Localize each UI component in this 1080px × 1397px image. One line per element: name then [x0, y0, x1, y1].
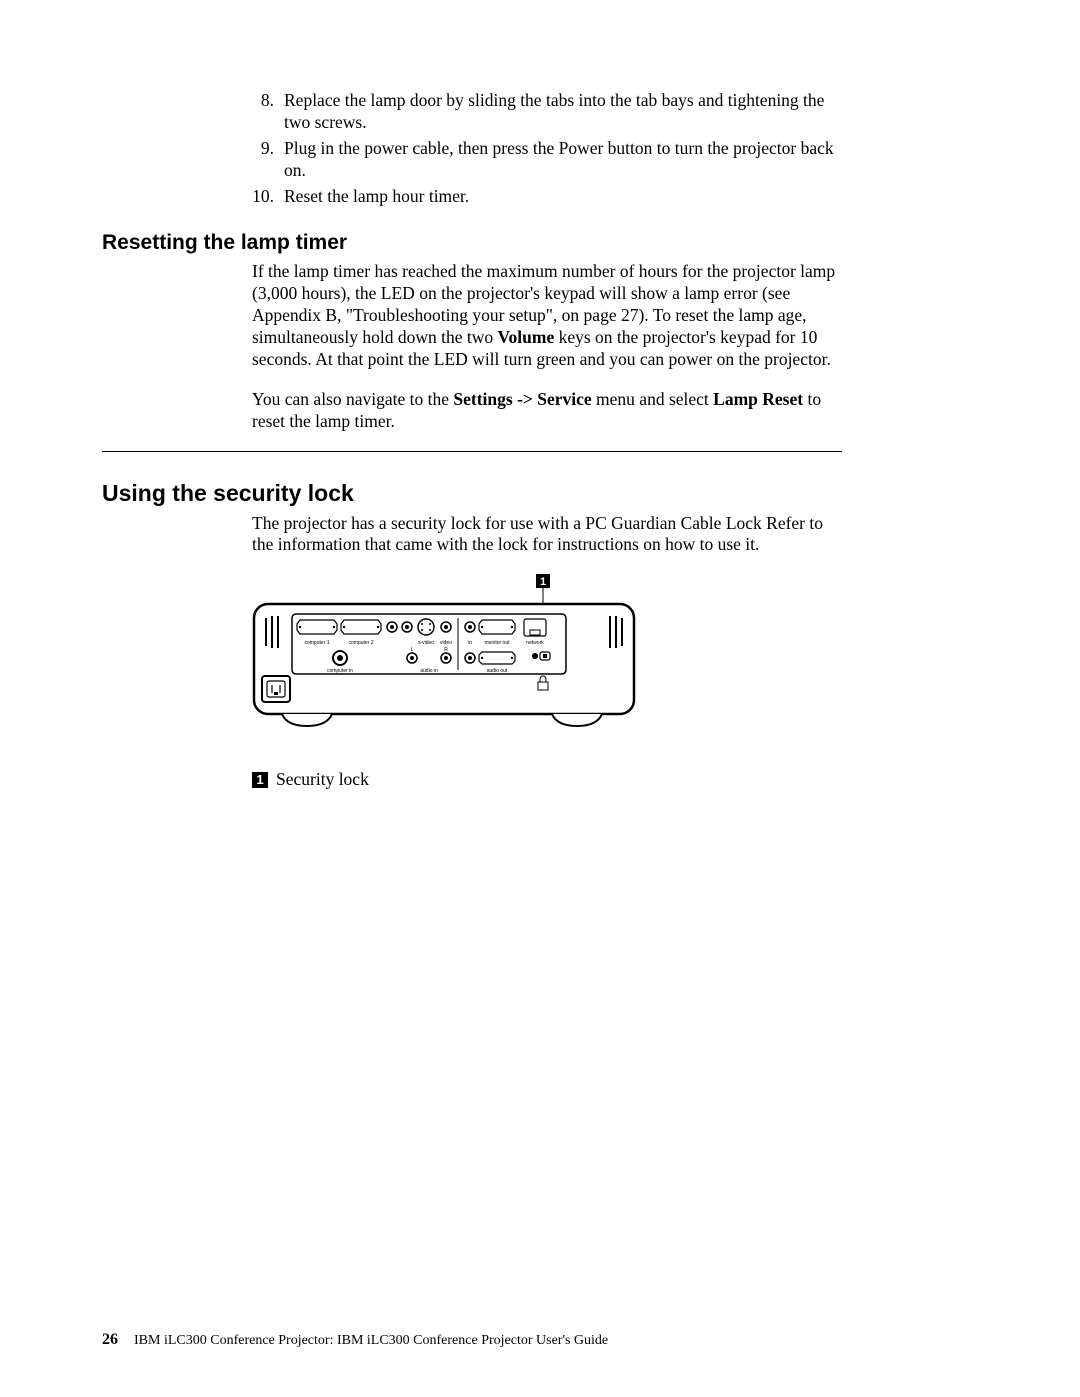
svg-text:in: in	[468, 640, 472, 646]
page-content: 8. Replace the lamp door by sliding the …	[102, 90, 842, 790]
page-number: 26	[102, 1331, 118, 1349]
step-number: 10.	[252, 186, 284, 208]
heading-security-lock: Using the security lock	[102, 480, 842, 507]
diagram-svg: 1	[252, 574, 652, 744]
text-bold: Settings -> Service	[453, 389, 591, 409]
svg-text:monitor out: monitor out	[484, 640, 510, 646]
heading-resetting-lamp-timer: Resetting the lamp timer	[102, 231, 842, 255]
power-inlet	[262, 676, 290, 702]
section-divider	[102, 451, 842, 452]
text-bold: Lamp Reset	[713, 389, 803, 409]
foot-right	[552, 714, 602, 726]
list-item: 8. Replace the lamp door by sliding the …	[252, 90, 842, 134]
step-list: 8. Replace the lamp door by sliding the …	[252, 90, 842, 207]
projector-rear-diagram: 1	[252, 574, 842, 749]
step-text: Reset the lamp hour timer.	[284, 186, 842, 208]
foot-left	[282, 714, 332, 726]
callout-label: Security lock	[276, 769, 369, 790]
callout-number-box: 1	[252, 772, 268, 788]
svg-text:s-video: s-video	[418, 640, 434, 646]
svg-text:audio out: audio out	[487, 668, 508, 674]
paragraph: If the lamp timer has reached the maximu…	[252, 261, 842, 370]
text-run: menu and select	[592, 389, 713, 409]
paragraph: You can also navigate to the Settings ->…	[252, 389, 842, 433]
text-run: You can also navigate to the	[252, 389, 453, 409]
step-text: Plug in the power cable, then press the …	[284, 138, 842, 182]
list-item: 10. Reset the lamp hour timer.	[252, 186, 842, 208]
callout-legend: 1 Security lock	[252, 769, 842, 790]
text-bold: Volume	[497, 327, 554, 347]
page-footer: 26 IBM iLC300 Conference Projector: IBM …	[102, 1331, 608, 1349]
footer-text: IBM iLC300 Conference Projector: IBM iLC…	[134, 1333, 608, 1349]
svg-text:computer in: computer in	[327, 668, 353, 674]
svg-text:1: 1	[540, 576, 546, 588]
svg-text:computer 1: computer 1	[304, 640, 329, 646]
svg-text:L: L	[411, 647, 414, 653]
list-item: 9. Plug in the power cable, then press t…	[252, 138, 842, 182]
svg-text:computer 2: computer 2	[348, 640, 373, 646]
paragraph: The projector has a security lock for us…	[252, 513, 842, 557]
step-text: Replace the lamp door by sliding the tab…	[284, 90, 842, 134]
svg-text:R: R	[444, 647, 448, 653]
svg-text:audio in: audio in	[420, 668, 438, 674]
svg-text:video: video	[440, 640, 452, 646]
step-number: 9.	[252, 138, 284, 182]
security-lock-slot	[532, 652, 550, 660]
step-number: 8.	[252, 90, 284, 134]
svg-text:network: network	[526, 640, 544, 646]
